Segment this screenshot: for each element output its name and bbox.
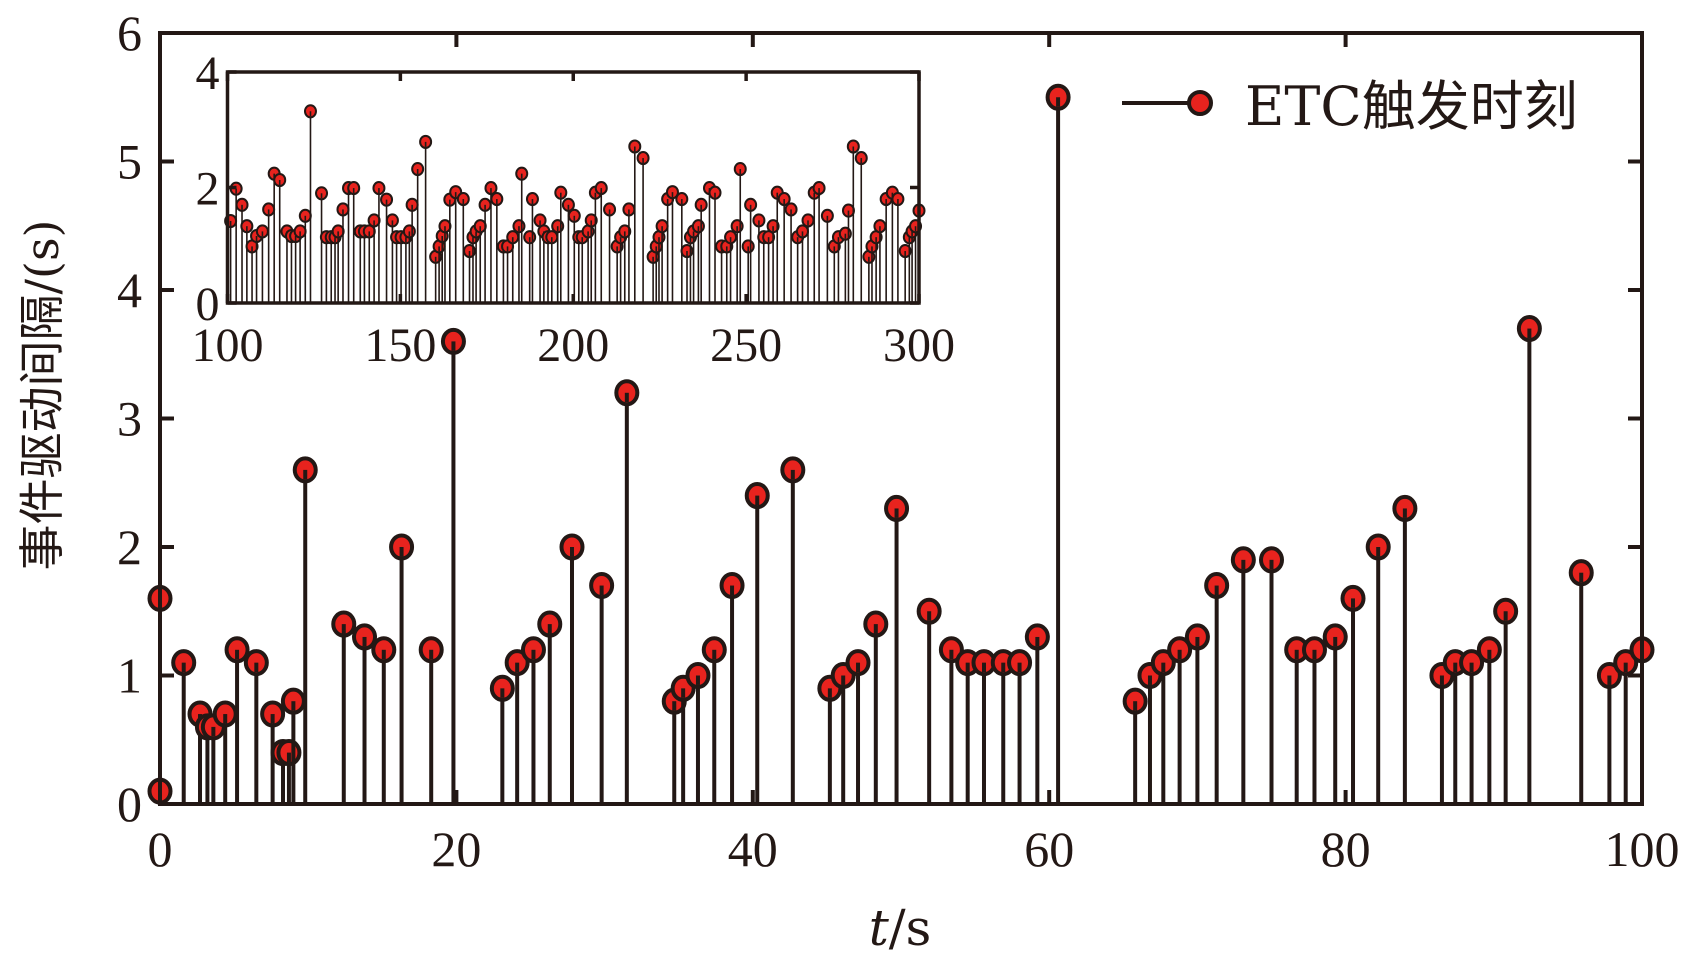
inset-x-tick-label: 150 bbox=[364, 319, 436, 372]
main-y-tick-label: 0 bbox=[117, 776, 142, 832]
inset-y-tick-label: 2 bbox=[196, 163, 220, 216]
inset-y-tick-label: 0 bbox=[196, 278, 220, 331]
main-y-tick-label: 2 bbox=[117, 519, 142, 575]
x-axis-label: t/s bbox=[869, 899, 932, 957]
inset-x-tick-label: 300 bbox=[883, 319, 955, 372]
main-y-tick-label: 3 bbox=[117, 391, 142, 447]
inset-x-tick-label: 250 bbox=[710, 319, 782, 372]
main-x-tick-label: 80 bbox=[1321, 821, 1371, 877]
legend: ETC触发时刻 bbox=[1122, 75, 1578, 138]
main-x-tick-label: 0 bbox=[148, 821, 173, 877]
inset-x-tick-label: 200 bbox=[537, 319, 609, 372]
inset-x-tick-label: 100 bbox=[192, 319, 264, 372]
x-axis-label-variable: t bbox=[869, 899, 890, 957]
main-x-tick-label: 20 bbox=[431, 821, 481, 877]
main-x-tick-label: 100 bbox=[1605, 821, 1680, 877]
x-axis-label-unit: /s bbox=[889, 899, 932, 957]
main-y-tick-label: 1 bbox=[117, 648, 142, 704]
inset-plot-marks bbox=[224, 104, 926, 303]
main-y-tick-label: 4 bbox=[117, 262, 142, 318]
legend-marker bbox=[1187, 90, 1213, 116]
main-x-tick-label: 60 bbox=[1024, 821, 1074, 877]
y-axis-label: 事件驱动间隔/(s) bbox=[15, 220, 69, 571]
main-plot-marks bbox=[147, 83, 1655, 805]
inset-y-tick-label: 4 bbox=[196, 47, 220, 100]
legend-entry: ETC触发时刻 bbox=[1245, 75, 1578, 138]
main-x-tick-label: 40 bbox=[728, 821, 778, 877]
main-y-tick-label: 6 bbox=[117, 5, 142, 61]
main-y-tick-label: 5 bbox=[117, 134, 142, 190]
